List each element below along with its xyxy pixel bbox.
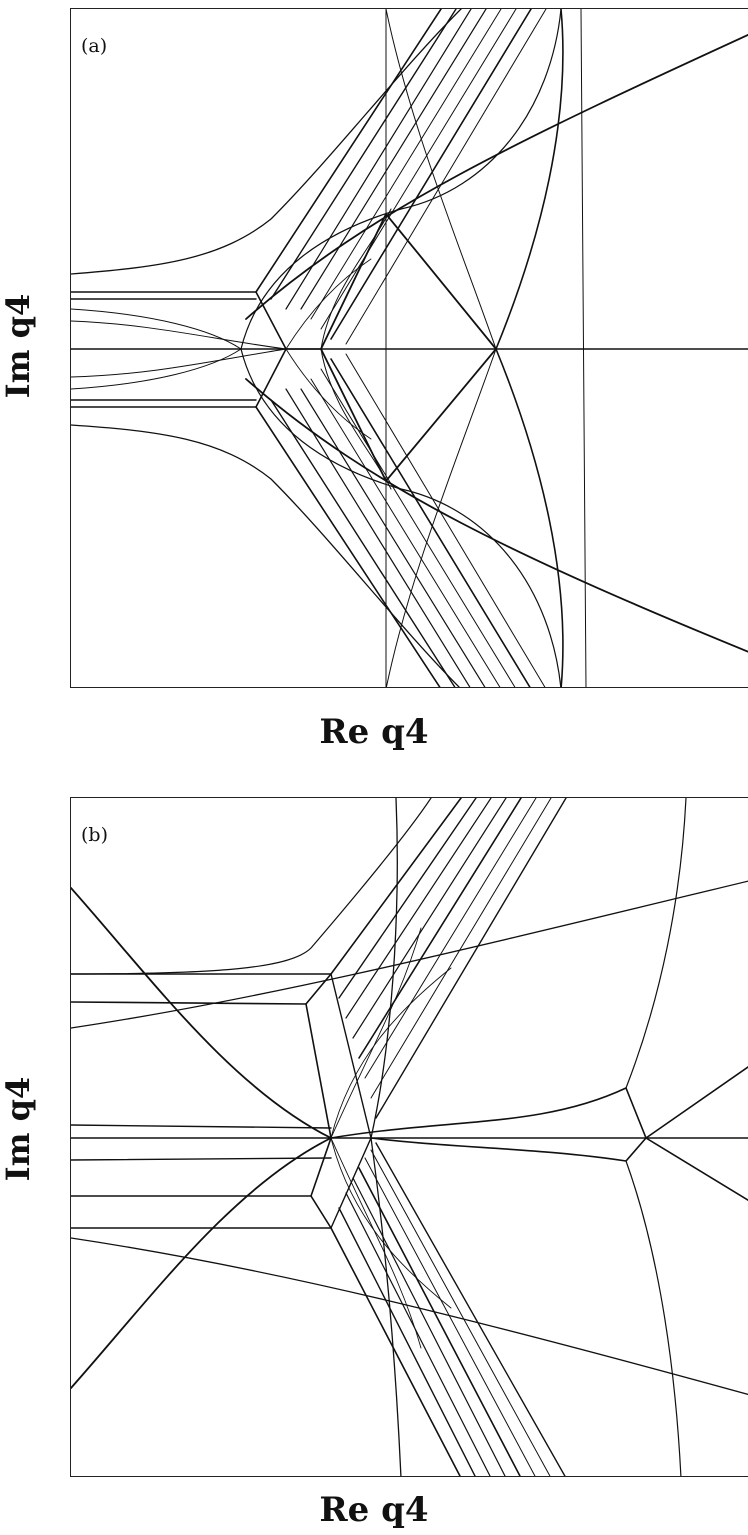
bundle [300,388,486,687]
bundle [352,798,507,1039]
panel-a-x-axis-label: Re q4 [319,712,429,752]
bundle [370,798,552,1099]
asymptote-line [71,1001,307,1005]
panel-a-plot: (a) [70,8,748,688]
hexagon [330,1086,647,1162]
bundle [352,1177,506,1476]
curve [625,1160,682,1476]
junction [330,973,372,1229]
curve [245,378,748,653]
bundle [358,1167,521,1476]
curve [370,1137,402,1476]
curve [71,348,287,378]
curve [71,320,287,350]
inner-arc [330,1137,452,1309]
panel-b-plot: (b) [70,797,748,1477]
bundle [345,353,546,687]
panel-b-y-axis-label: Im q4 [0,1076,37,1182]
bundle [300,9,487,310]
bundle [364,798,537,1079]
bundle [375,798,567,1119]
bundle [338,1207,476,1476]
bundle [330,1227,461,1476]
bundle [330,798,462,975]
panel-b-x-axis-label: Re q4 [319,1490,429,1530]
lens [240,9,562,350]
bundle [310,9,502,320]
inner-arc [320,348,392,490]
inner-arc [285,348,372,440]
inner-arc [330,927,422,1139]
bundle [255,406,441,687]
curve [71,9,462,275]
bundle [330,9,532,340]
line [580,9,587,687]
curve [625,798,687,1089]
curve [245,33,748,320]
lens [385,348,497,687]
panel-b-curves [71,798,748,1476]
curve [645,1137,748,1202]
diamond [319,212,498,483]
bundle [270,9,457,300]
bundle [358,798,522,1059]
lens [385,9,497,350]
curve [370,798,398,1139]
bundle [285,9,472,310]
panel-a-y-axis-label: Im q4 [0,293,37,399]
bundle [285,388,471,687]
curve [71,424,460,687]
panel-a-label: (a) [81,35,108,57]
lens [240,348,562,687]
bundle [345,798,492,1019]
asymptote-line [71,1157,332,1161]
lens [495,348,564,687]
inner-arc [330,967,452,1139]
bundle [345,9,547,345]
curve [71,880,748,1029]
bundle [320,368,516,687]
bundle [375,1142,566,1476]
bundle [310,378,501,687]
bundle [330,358,531,687]
junction [305,973,332,1229]
curve [71,1137,332,1389]
inner-arc [320,208,392,350]
asymptote-line [71,1124,332,1129]
inner-arc [285,258,372,350]
bundle [338,798,477,999]
inner-arc [330,1137,422,1349]
curve [645,1066,748,1139]
curve [71,887,332,1139]
bundle [320,9,517,330]
panel-a-curves [71,9,748,687]
curve [71,308,242,350]
curve [71,1237,748,1396]
curve [71,348,242,390]
curve [71,798,432,975]
bundle [270,399,456,687]
bundle [364,1157,536,1476]
panel-b-label: (b) [81,824,108,846]
lens [495,9,564,350]
bundle [345,1192,491,1476]
bundle [255,9,442,293]
bundle [370,1149,551,1476]
